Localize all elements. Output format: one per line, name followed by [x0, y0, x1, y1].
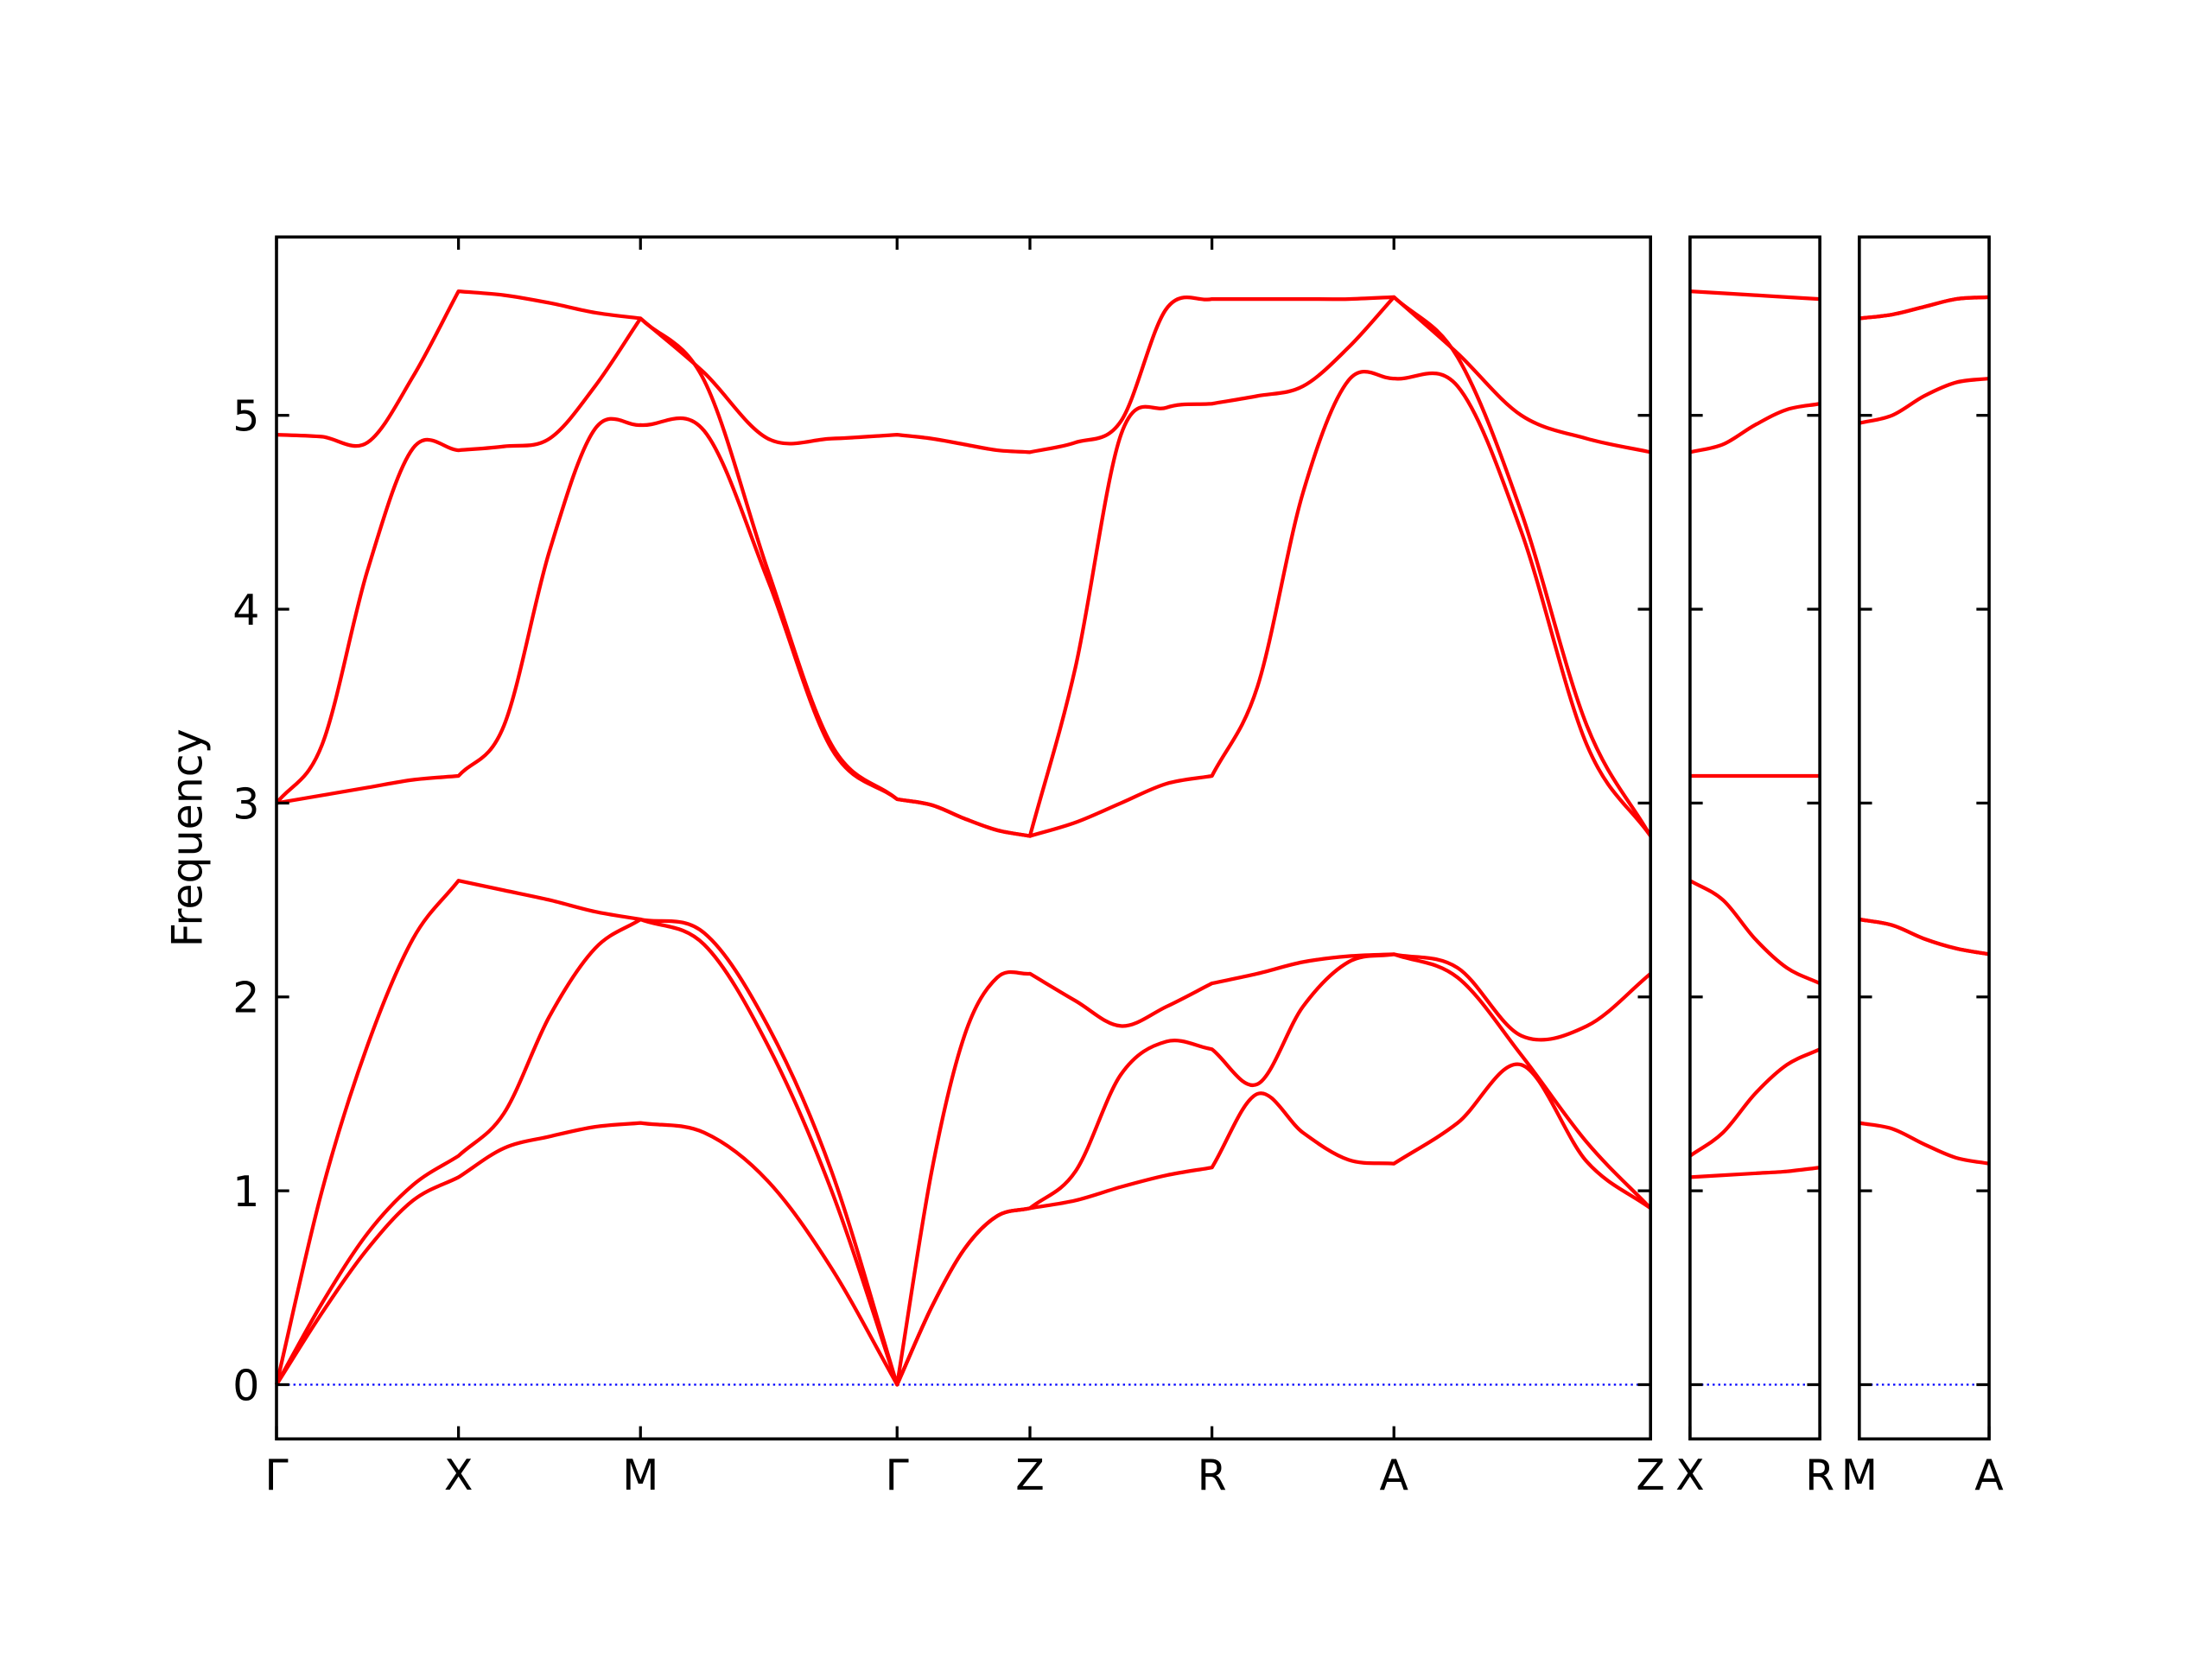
y-tick-label: 5	[232, 392, 259, 442]
band-line	[275, 1062, 1652, 1387]
x-tick-label: X	[1675, 1451, 1705, 1500]
y-tick-label: 3	[232, 779, 259, 829]
band-line	[274, 879, 1652, 1387]
band-line	[1689, 402, 1821, 454]
x-tick-label: Γ	[264, 1451, 289, 1500]
y-tick-label: 2	[232, 974, 259, 1023]
y-axis-label: Frequency	[162, 728, 212, 947]
x-tick-label: Z	[1015, 1451, 1045, 1500]
band-line	[1859, 917, 1990, 957]
band-line	[276, 369, 1652, 838]
x-tick-label: X	[444, 1451, 474, 1500]
y-tick-label: 4	[232, 586, 259, 635]
band-line	[1689, 289, 1821, 302]
band-line	[1859, 376, 1990, 425]
x-tick-label: A	[1379, 1451, 1408, 1500]
band-line	[1688, 879, 1821, 985]
x-tick-label: M	[622, 1451, 658, 1500]
x-tick-label: Z	[1636, 1451, 1665, 1500]
x-tick-label: R	[1805, 1451, 1834, 1500]
x-tick-label: Γ	[886, 1451, 910, 1500]
band-line	[1859, 295, 1990, 321]
band-line	[275, 917, 1652, 1387]
x-tick-label: M	[1841, 1451, 1878, 1500]
band-line	[1689, 1166, 1821, 1179]
plot-frame	[1858, 235, 1991, 1441]
y-tick-label: 1	[232, 1167, 259, 1217]
y-tick-label: 0	[232, 1361, 259, 1410]
band-line	[276, 289, 1651, 454]
band-line	[1859, 1121, 1990, 1166]
x-tick-label: A	[1974, 1451, 2004, 1500]
band-line	[1688, 1047, 1821, 1158]
plot-frame	[275, 235, 1652, 1441]
x-tick-label: R	[1198, 1451, 1227, 1500]
plot-frame	[1688, 235, 1821, 1441]
